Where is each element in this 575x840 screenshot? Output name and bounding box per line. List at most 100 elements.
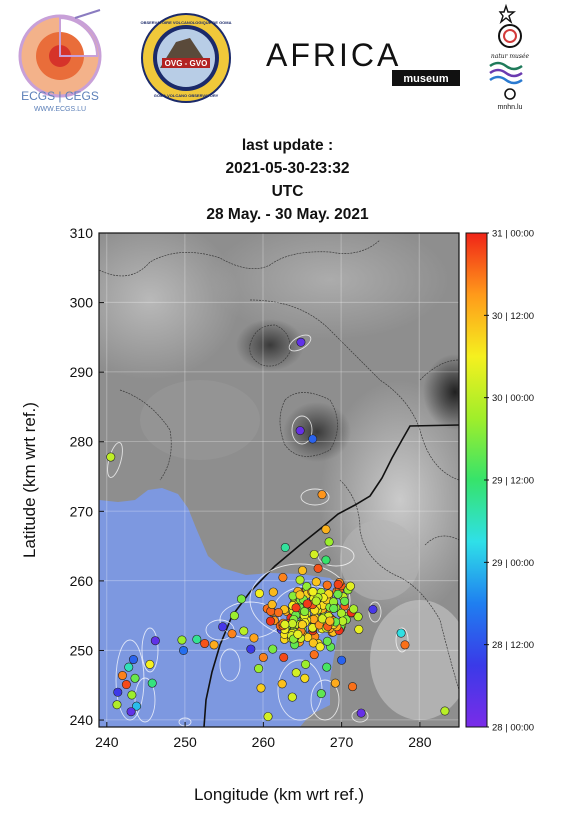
earthquake-point [147,678,157,688]
x-tick-label: 250 [173,734,197,750]
earthquake-point [268,644,278,654]
earthquake-point [295,575,305,585]
earthquake-point [348,682,358,692]
earthquake-point [267,600,277,610]
earthquake-point [277,679,287,689]
earthquake-point [128,655,138,665]
earthquake-point [316,689,326,699]
mnhn-logo-sub: mnhn.lu [498,104,523,111]
y-tick-label: 260 [70,573,94,589]
earthquake-point [258,652,268,662]
earthquake-point [329,603,339,613]
title-line-3: UTC [271,183,304,200]
earthquake-point [308,638,318,648]
earthquake-point [254,588,264,598]
earthquake-point [337,655,347,665]
earthquake-point [301,659,311,669]
earthquake-point [317,614,327,624]
earthquake-point [112,700,122,710]
earthquake-point [295,590,305,600]
earthquake-point [209,640,219,650]
earthquake-point [300,607,310,617]
ecgs-logo-line2: WWW.ECGS.LU [34,106,86,113]
africa-logo-main: AFRICA [266,37,401,73]
y-tick-label: 300 [70,295,94,311]
earthquake-point [324,537,334,547]
earthquake-point [127,690,137,700]
earthquake-point [309,549,319,559]
title-line-4: 28 May. - 30 May. 2021 [206,206,369,223]
earthquake-point [229,611,239,621]
earthquake-point [354,624,364,634]
earthquake-point [254,664,264,674]
earthquake-point [400,640,410,650]
earthquake-point [302,599,312,609]
africa-logo-sub: museum [403,73,448,85]
x-axis-ticks: 240 250 260 270 280 [95,722,432,750]
earthquake-point [349,604,359,614]
earthquake-point [295,426,305,436]
earthquake-point [311,596,321,606]
title-line-2: 2021-05-30-23:32 [225,160,350,177]
earthquake-point [236,594,246,604]
earthquake-point [218,622,228,632]
earthquake-point [145,659,155,669]
earthquake-point [296,337,306,347]
earthquake-point [321,524,331,534]
x-tick-label: 260 [252,734,276,750]
earthquake-point [287,619,297,629]
colorbar-tick-label: 30 | 12:00 [492,311,534,322]
colorbar-tick-label: 31 | 00:00 [492,229,534,240]
colorbar-tick-label: 29 | 00:00 [492,558,534,569]
colorbar-tick-label: 29 | 12:00 [492,476,534,487]
earthquake-point [368,604,378,614]
earthquake-point [266,616,276,626]
earthquake-point [227,629,237,639]
y-tick-label: 270 [70,503,94,519]
earthquake-point [330,678,340,688]
earthquake-point [313,563,323,573]
earthquake-point [106,452,116,462]
lake-area [99,488,346,727]
earthquake-point [322,636,332,646]
ovg-logo-center: OVG - GVO [165,59,208,68]
earthquake-point [179,645,189,655]
earthquake-point [130,673,140,683]
colorbar-tick-label: 28 | 12:00 [492,640,534,651]
earthquake-point [311,577,321,587]
colorbar-ticks: 31 | 00:00 30 | 12:00 30 | 00:00 29 | 12:00… [484,229,534,734]
colorbar [465,232,488,728]
y-axis-label: Latitude (km wrt ref.) [20,402,39,558]
earthquake-point [353,612,363,622]
earthquake-point [333,589,343,599]
earthquake-point [440,706,450,716]
y-tick-label: 290 [70,364,94,380]
earthquake-point [325,616,335,626]
x-tick-label: 270 [330,734,354,750]
earthquake-point [280,619,290,629]
earthquake-point [308,587,318,597]
earthquake-point [287,692,297,702]
earthquake-point [200,639,210,649]
earthquake-point [297,565,307,575]
ovg-logo-ring-bottom: GOMA VOLCANO OBSERVATORY [154,93,219,98]
earthquake-point [124,662,134,672]
africa-museum-logo: AFRICA museum [266,37,460,86]
earthquake-point [278,572,288,582]
earthquake-point [192,634,202,644]
earthquake-point [263,712,273,722]
earthquake-point [293,629,303,639]
earthquake-point [291,603,301,613]
earthquake-point [249,633,259,643]
earthquake-point [121,680,131,690]
x-tick-label: 280 [408,734,432,750]
earthquake-point [113,687,123,697]
earthquake-point [132,701,142,711]
earthquake-point [356,708,366,718]
earthquake-point [340,596,350,606]
title-line-1: last update : [241,137,334,154]
earthquake-point [177,635,187,645]
earthquake-point [280,542,290,552]
ecgs-logo-line1: ECGS | CEGS [21,89,99,103]
earthquake-point [317,490,327,500]
